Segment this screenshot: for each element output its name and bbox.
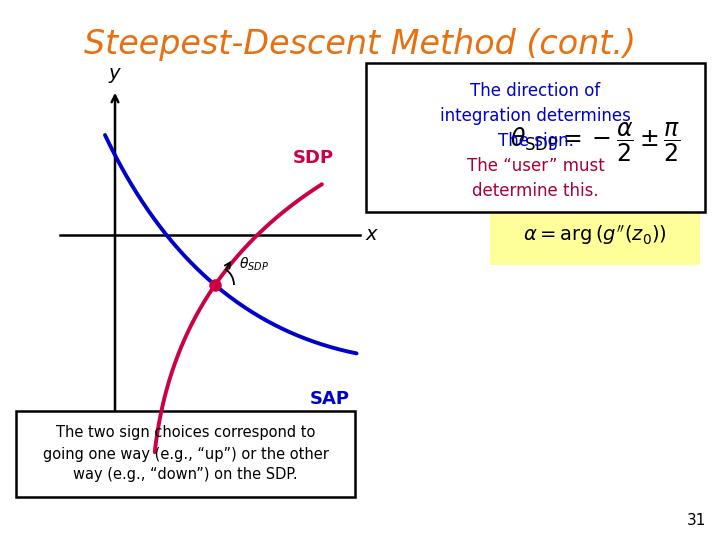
Text: $y$: $y$ <box>108 66 122 85</box>
Text: $\alpha = \arg\left(g''(z_0)\right)$: $\alpha = \arg\left(g''(z_0)\right)$ <box>523 223 667 247</box>
Text: The direction of
integration determines
The sign.: The direction of integration determines … <box>440 82 631 150</box>
FancyBboxPatch shape <box>16 411 355 497</box>
Text: SAP: SAP <box>310 390 350 408</box>
Text: 31: 31 <box>687 513 706 528</box>
Text: $x$: $x$ <box>365 226 379 245</box>
Text: $\theta_{SDP}$: $\theta_{SDP}$ <box>239 255 269 273</box>
FancyBboxPatch shape <box>366 63 705 212</box>
Text: The “user” must
determine this.: The “user” must determine this. <box>467 157 604 200</box>
Text: SDP: SDP <box>293 149 334 167</box>
Text: $\theta_{\mathrm{SDP}} = -\dfrac{\alpha}{2} \pm \dfrac{\pi}{2}$: $\theta_{\mathrm{SDP}} = -\dfrac{\alpha}… <box>510 121 680 164</box>
Text: The two sign choices correspond to
going one way (e.g., “up”) or the other
way (: The two sign choices correspond to going… <box>42 426 328 483</box>
Bar <box>490 205 700 265</box>
Text: Steepest-Descent Method (cont.): Steepest-Descent Method (cont.) <box>84 28 636 61</box>
Bar <box>490 105 700 180</box>
